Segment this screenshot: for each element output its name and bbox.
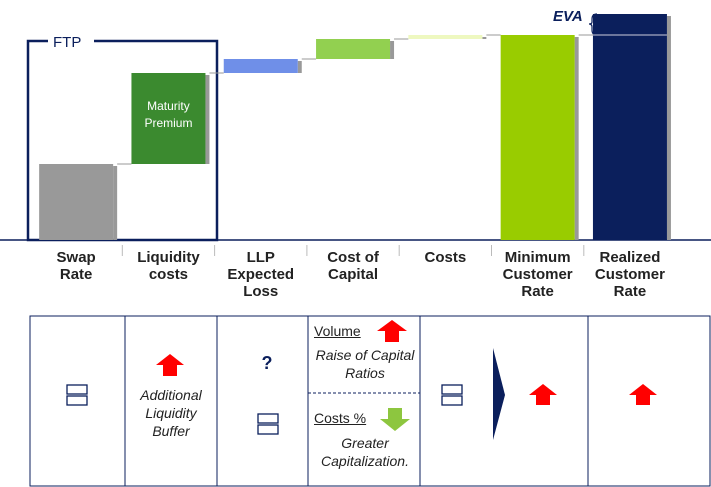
volume-label: Volume	[314, 323, 361, 339]
ftp-label-bg	[48, 32, 94, 50]
bar-shadow	[666, 16, 671, 240]
bar	[592, 14, 667, 240]
up-arrows	[156, 320, 657, 405]
x-tick-label: Swap Rate	[56, 249, 96, 283]
buffer-note: Additional Liquidity Buffer	[140, 387, 202, 439]
bar	[500, 35, 575, 240]
ftp-label: FTP	[53, 34, 81, 51]
costs-label: Costs %	[314, 410, 367, 426]
down-arrow	[380, 408, 410, 431]
bar	[316, 39, 391, 59]
chevron	[493, 348, 505, 440]
icons	[66, 384, 463, 435]
bar-shadow	[113, 166, 118, 240]
volume-note: Raise of Capital Ratios	[315, 347, 415, 381]
bar-shadow	[482, 37, 487, 39]
eva-brace	[588, 13, 598, 36]
table-columns	[124, 316, 589, 486]
eva-label: EVA	[553, 8, 583, 25]
x-tick-label: Realized Customer Rate	[594, 249, 665, 300]
bar-shadow	[205, 75, 210, 164]
x-tick-label: Liquidity costs	[137, 249, 200, 283]
bar-shadow	[390, 41, 395, 59]
bar-shadow	[297, 61, 302, 73]
bar	[408, 35, 483, 39]
bar	[223, 59, 298, 73]
x-tick-label: LLP Expected Loss	[227, 249, 295, 300]
question: ?	[261, 353, 273, 373]
bar	[39, 164, 114, 240]
table-frame	[29, 315, 711, 487]
x-tick-label: Cost of Capital	[327, 249, 379, 283]
costs-note: Greater Capitalization.	[321, 435, 409, 469]
x-tick-label: Costs	[424, 249, 467, 266]
bar	[131, 73, 206, 164]
bar-label: Maturity Premium	[144, 99, 192, 130]
x-tick-label: Minimum Customer Rate	[502, 249, 573, 300]
bar-shadow	[574, 37, 579, 240]
